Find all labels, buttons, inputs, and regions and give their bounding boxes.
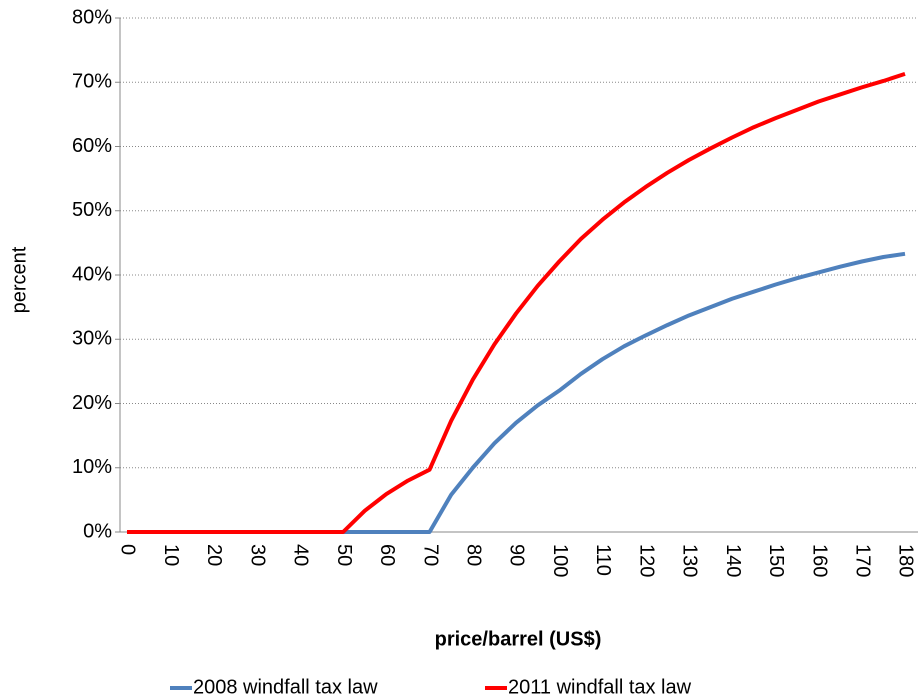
x-tick-label: 130: [679, 544, 701, 577]
x-tick-label: 150: [765, 544, 787, 577]
y-tick-label: 60%: [72, 135, 112, 157]
x-tick-label: 10: [160, 544, 182, 566]
x-tick-label: 170: [851, 544, 873, 577]
x-tick-label: 140: [722, 544, 744, 577]
x-tick-label: 180: [895, 544, 917, 577]
x-tick-label: 110: [592, 544, 614, 576]
y-tick-label: 40%: [72, 263, 112, 285]
y-tick-label: 80%: [72, 6, 112, 28]
legend-label: 2008 windfall tax law: [193, 676, 378, 698]
y-tick-label: 50%: [72, 199, 112, 221]
x-tick-label: 30: [246, 544, 268, 566]
x-tick-label: 20: [203, 544, 225, 566]
x-tick-label: 70: [419, 544, 441, 566]
legend-label: 2011 windfall tax law: [508, 676, 692, 698]
y-tick-label: 10%: [72, 456, 112, 478]
x-tick-label: 80: [462, 544, 484, 566]
x-tick-label: 60: [376, 544, 398, 566]
x-tick-label: 160: [808, 544, 830, 577]
x-axis-title: price/barrel (US$): [435, 628, 602, 650]
x-tick-label: 50: [333, 544, 355, 566]
line: [127, 251, 906, 534]
x-tick-label: 0: [117, 544, 139, 555]
y-tick-label: 30%: [72, 328, 112, 350]
line: [127, 71, 906, 534]
x-tick-label: 120: [635, 544, 657, 577]
y-tick-label: 70%: [72, 71, 112, 93]
x-tick-label: 90: [506, 544, 528, 566]
y-tick-label: 20%: [72, 392, 112, 414]
y-axis-title: percent: [8, 246, 30, 313]
x-tick-label: 100: [549, 544, 571, 577]
x-tick-label: 40: [290, 544, 312, 566]
y-tick-label: 0%: [83, 520, 112, 542]
